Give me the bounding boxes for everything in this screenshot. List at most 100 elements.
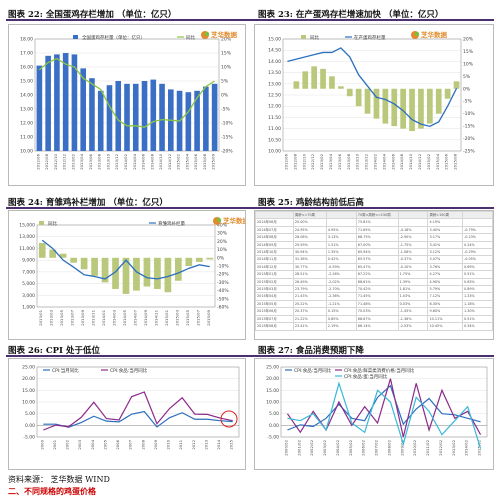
next-section-heading: 二、不同规格的鸡蛋价格 — [8, 486, 96, 496]
table-cell: 67.22% — [355, 270, 399, 279]
x-tick-label: 2015 — [229, 439, 234, 449]
bar — [206, 257, 214, 260]
y-tick-label: -40% — [217, 288, 229, 294]
table-cell: 2015年01月 — [255, 270, 294, 279]
x-tick-label: 2014/08 — [149, 153, 154, 169]
y-tick-label: 10% — [217, 247, 228, 253]
y-tick-label: 13.00 — [20, 107, 33, 113]
x-tick-label: 2013/10 — [105, 153, 110, 169]
table-cell: -2.26% — [325, 270, 357, 279]
bar — [150, 79, 157, 151]
x-tick-label: 2014/10 — [158, 153, 163, 169]
bar — [164, 257, 172, 293]
table-cell: 1.03% — [397, 292, 429, 301]
y-tick-label: 15.00 — [20, 79, 33, 85]
x-tick-label: 2015/05 — [185, 309, 190, 325]
table-cell: 1.18% — [462, 299, 493, 309]
y-tick-label: 10.00 — [22, 400, 35, 406]
title-rule — [6, 19, 494, 21]
zhihua-logo-text: 芝华数据 — [421, 30, 448, 39]
table-cell: 2014年09月 — [255, 240, 294, 250]
y-tick-label: -20% — [217, 272, 229, 278]
chart-25-table: 周龄<=70周 70周<周龄<=150周 周龄>150周 2014年06月 20.00%… — [254, 210, 494, 340]
table-cell: 4.90% — [427, 277, 463, 287]
x-tick-label: 2005 — [102, 439, 107, 449]
bar — [175, 257, 182, 281]
series-line — [41, 239, 210, 280]
table-cell: 1.30% — [462, 307, 493, 316]
bar — [320, 68, 326, 89]
source-note: 资料来源： 芝华数据 WIND — [8, 475, 110, 484]
x-tick-label: 2013/04 — [328, 153, 333, 169]
table-row: 2014年06月 20.00% 75.81% 4.19% — [255, 218, 493, 227]
x-tick-label: 2015/04 — [435, 153, 440, 169]
x-tick-label: 2013/02 — [451, 439, 456, 455]
x-tick-label: 2015/01 — [164, 309, 169, 325]
table-cell: 65.57% — [355, 255, 399, 264]
bar — [185, 92, 192, 151]
x-tick-label: 2014/12 — [417, 153, 422, 169]
table-cell: -1.75% — [397, 240, 429, 250]
y-tick-label: 15.00 — [22, 388, 35, 394]
table-cell: 0.89% — [462, 285, 493, 294]
x-tick-label: 2013/08 — [97, 153, 102, 169]
table-cell — [325, 211, 357, 220]
table-cell: 71.65% — [355, 225, 399, 235]
table-cell: 29.59% — [292, 240, 327, 250]
table-cell: -0.59% — [325, 262, 357, 272]
table-cell: 2015年03月 — [255, 285, 294, 294]
y-tick-label: 25.00 — [22, 365, 35, 371]
table-cell: 10.45% — [427, 322, 463, 331]
table-cell: 30.94% — [292, 248, 327, 257]
y-tick-label: 0% — [221, 93, 229, 99]
legend-label: CPI:食品:当月同比 — [294, 367, 332, 374]
y-tick-label: -25% — [463, 149, 475, 155]
table-cell: 2014年08月 — [255, 233, 294, 242]
bar — [101, 257, 109, 283]
y-tick-label: 0.00 — [25, 423, 35, 429]
bar — [141, 81, 148, 151]
x-tick-label: 2012/06 — [283, 153, 288, 169]
table-cell: 0.24% — [462, 240, 493, 250]
bar — [54, 54, 60, 151]
table-cell: 24.95% — [292, 225, 327, 235]
title-rule — [6, 207, 494, 209]
table-cell: 2014年06月 — [255, 218, 294, 227]
table-cell: 68.61% — [355, 277, 399, 287]
x-tick-label: 2013/09 — [80, 309, 85, 325]
chart-26-svg: 25.00 20.00 15.00 10.00 5.00 0.00 -5.00 2000 200… — [22, 365, 240, 450]
x-tick-label: 2010 — [166, 439, 171, 449]
x-tick-label: 2015/06 — [444, 153, 449, 169]
y-tick-label: 25.00 — [266, 365, 279, 371]
table-cell: 28.08% — [292, 233, 327, 242]
table-cell: 0.34% — [462, 322, 493, 331]
table-cell: 20.00% — [292, 218, 327, 227]
table-cell: -0.10% — [397, 262, 429, 272]
bar — [211, 83, 218, 151]
x-tick-label: 2012/08 — [292, 153, 297, 169]
bar — [115, 81, 122, 151]
series-line — [286, 378, 482, 438]
bar — [91, 257, 98, 276]
table-cell: 68.67% — [355, 314, 399, 324]
x-tick-label: 2007/02 — [374, 439, 379, 455]
y-tick-label: 5.00 — [25, 411, 35, 417]
table-cell: 9.60% — [427, 307, 463, 316]
x-tick-label: 2012/06 — [35, 153, 40, 169]
y-tick-label: 11,000 — [19, 246, 35, 252]
chart-23-svg: 15.00 14.50 14.00 13.50 13.00 12.50 12.00 11.50… — [268, 30, 475, 170]
chart-24-svg: 15,000 13,000 11,000 9,000 7,000 5,000 3,000 1,… — [19, 216, 245, 326]
y-tick-label: -10% — [463, 111, 475, 117]
table-cell: -4.16% — [397, 225, 429, 235]
bar — [203, 86, 209, 151]
y-tick-label: 10% — [221, 65, 232, 71]
y-tick-label: -60% — [217, 305, 229, 311]
table-cell: 20.22% — [292, 299, 327, 309]
chart-27-title: 图表 27: 食品消费预期下降 — [258, 346, 364, 356]
y-tick-label: 20% — [463, 37, 474, 43]
highlight-circle — [220, 410, 238, 428]
bar — [382, 88, 389, 124]
x-tick-label: 2014/02 — [372, 153, 377, 169]
table-row: 2014年11月 31.36% 0.42% 65.57% -0.37% 3.07% -0.0… — [255, 255, 493, 264]
table-cell: 2015年08月 — [255, 322, 294, 331]
